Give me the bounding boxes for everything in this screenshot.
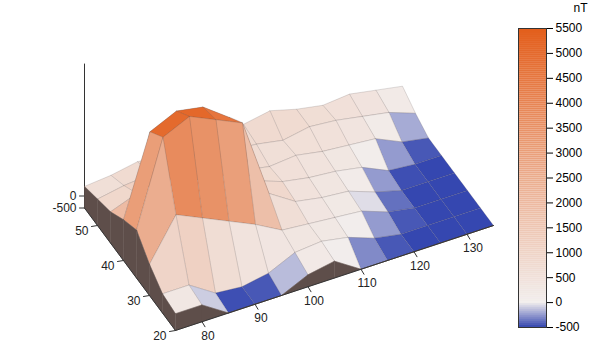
- svg-text:4500: 4500: [556, 71, 583, 85]
- svg-text:nT: nT: [573, 1, 588, 15]
- svg-text:2500: 2500: [556, 171, 583, 185]
- svg-text:1500: 1500: [556, 221, 583, 235]
- svg-text:50: 50: [75, 224, 89, 238]
- svg-text:3500: 3500: [556, 121, 583, 135]
- svg-text:110: 110: [357, 276, 376, 290]
- svg-text:5000: 5000: [556, 46, 583, 60]
- svg-text:120: 120: [410, 259, 430, 273]
- svg-text:100: 100: [304, 294, 324, 308]
- svg-text:40: 40: [101, 259, 115, 273]
- svg-text:80: 80: [201, 329, 215, 343]
- svg-text:-500: -500: [556, 320, 580, 334]
- svg-text:500: 500: [556, 271, 576, 285]
- svg-text:4000: 4000: [556, 96, 583, 110]
- svg-text:20: 20: [153, 329, 167, 343]
- svg-text:130: 130: [463, 241, 483, 255]
- svg-text:0: 0: [70, 189, 77, 203]
- svg-text:5500: 5500: [556, 21, 583, 35]
- svg-text:1000: 1000: [556, 246, 583, 260]
- svg-text:30: 30: [127, 294, 141, 308]
- svg-text:90: 90: [254, 311, 268, 325]
- svg-text:-500: -500: [52, 201, 76, 215]
- svg-text:2000: 2000: [556, 196, 583, 210]
- svg-text:3000: 3000: [556, 146, 583, 160]
- svg-text:0: 0: [556, 295, 563, 309]
